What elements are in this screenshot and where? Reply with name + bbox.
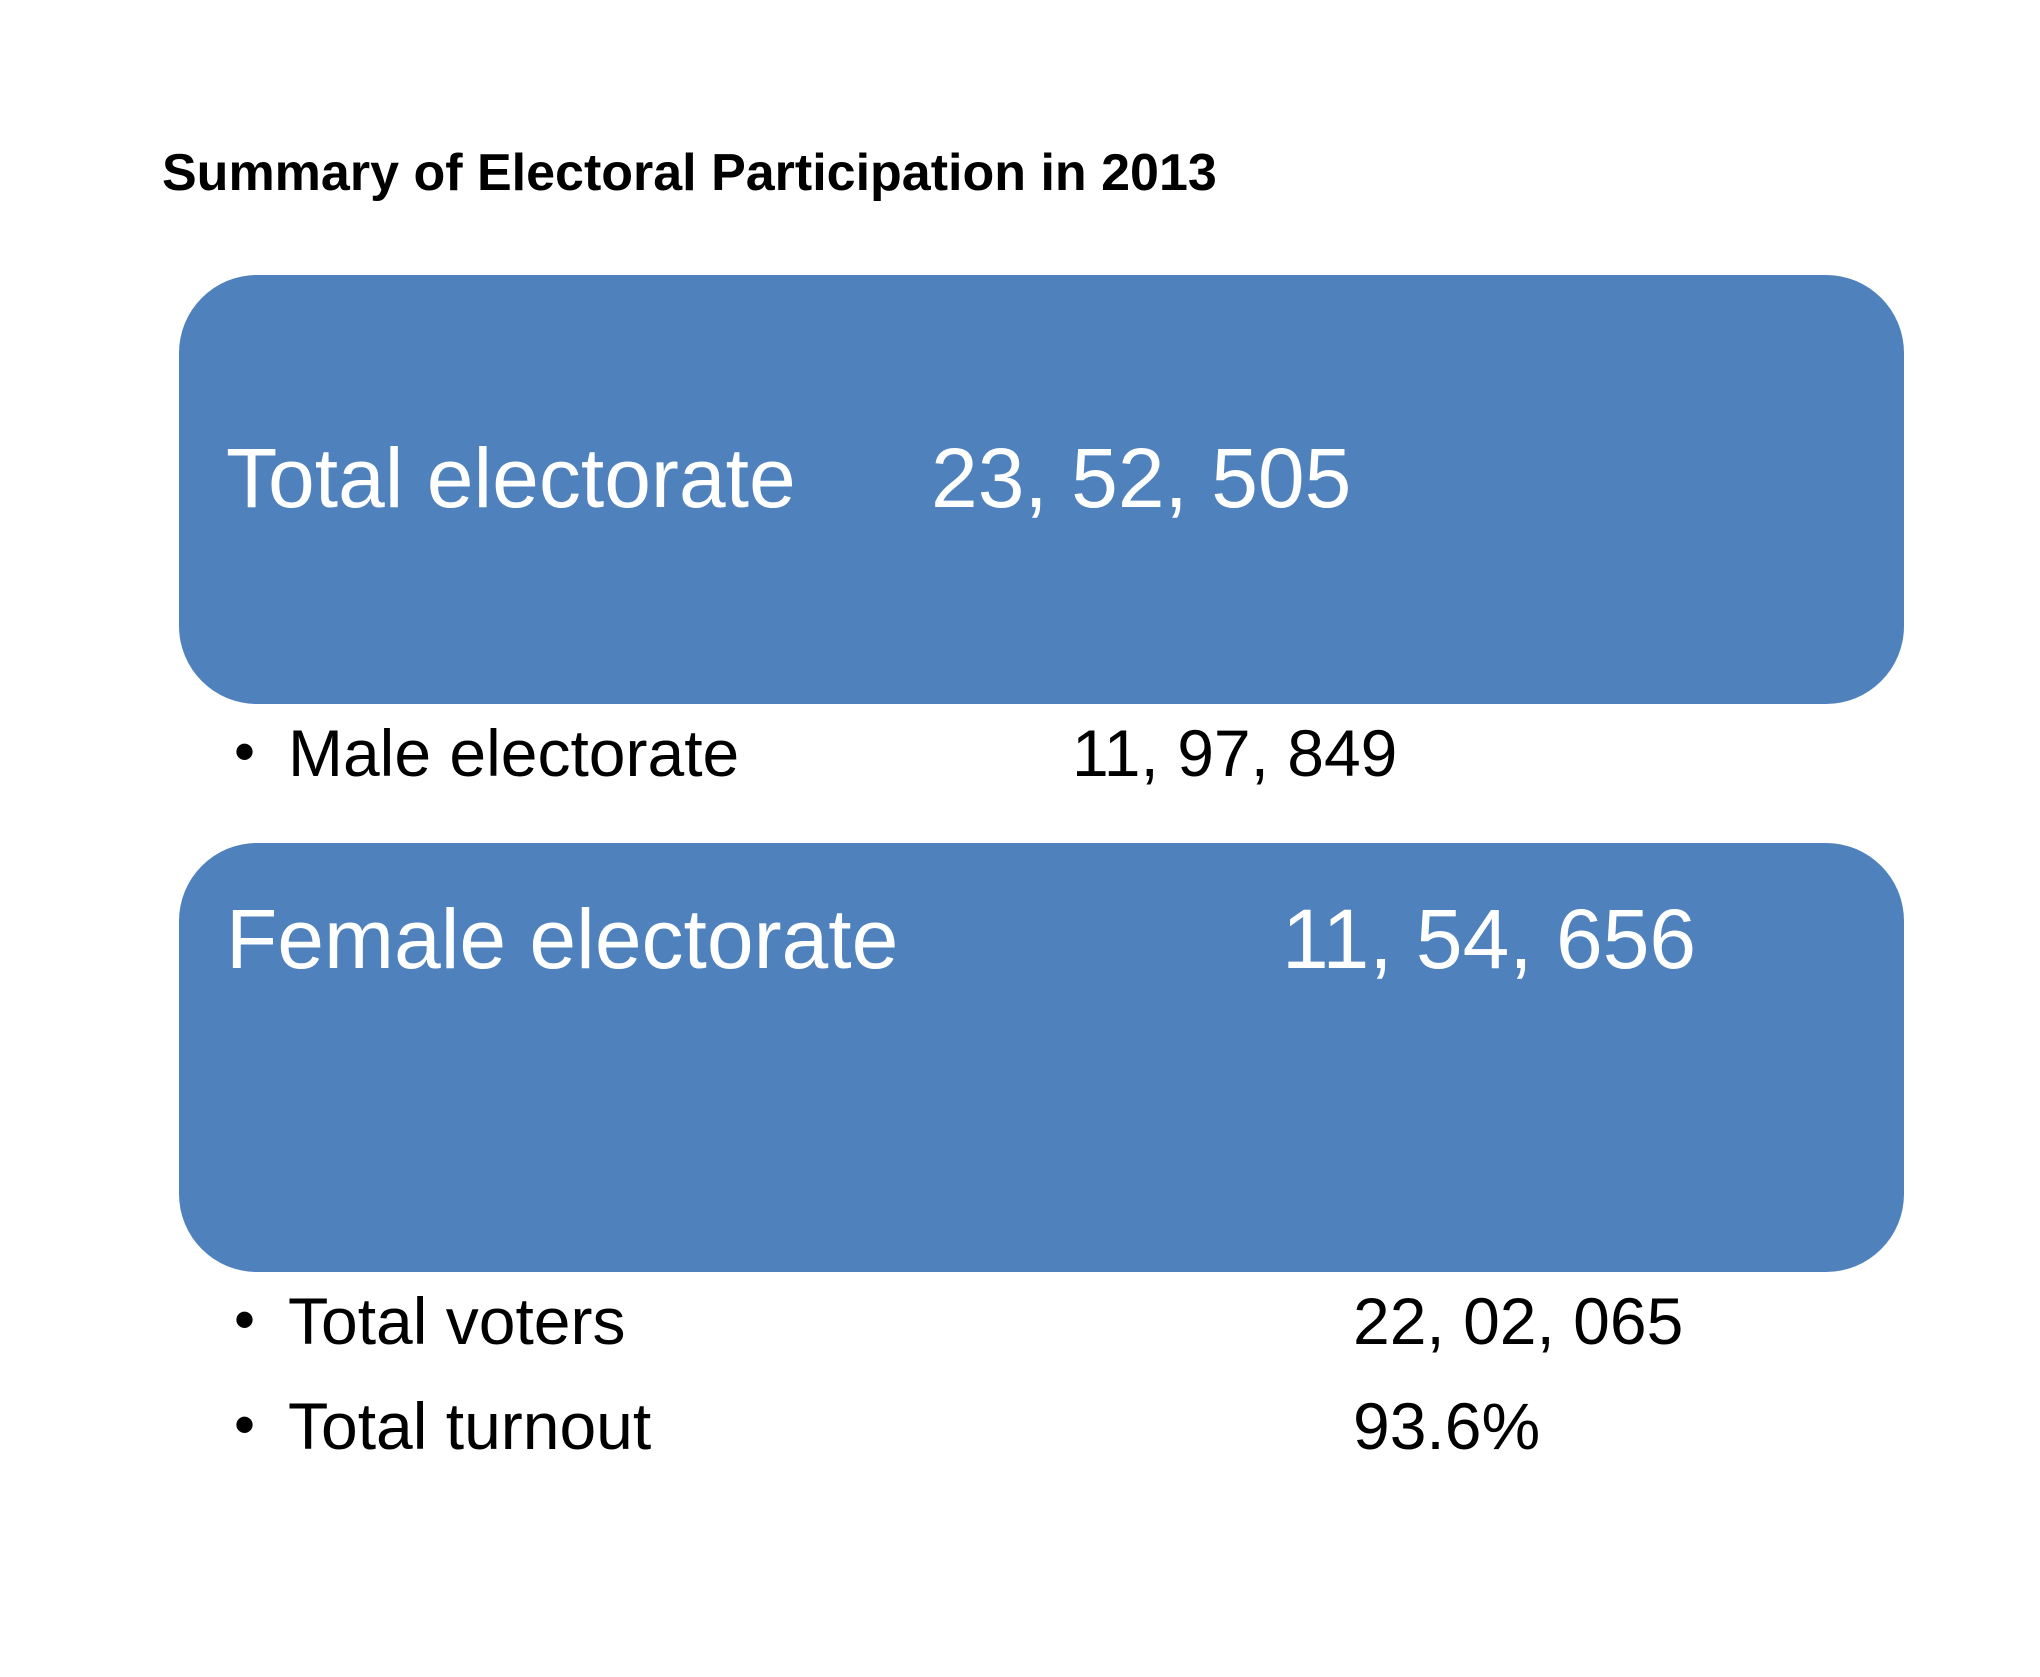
female-electorate-label: Female electorate — [226, 892, 899, 986]
male-electorate-value: 11, 97, 849 — [1072, 716, 1398, 790]
bullet-icon: • — [234, 1391, 256, 1458]
total-electorate-box — [179, 275, 1904, 704]
male-electorate-label: Male electorate — [288, 716, 740, 790]
total-voters-label: Total voters — [288, 1284, 626, 1358]
bullet-icon: • — [234, 718, 256, 785]
female-electorate-box — [179, 843, 1904, 1272]
total-turnout-value: 93.6% — [1353, 1389, 1541, 1463]
page-title: Summary of Electoral Participation in 20… — [162, 144, 1217, 202]
total-electorate-value: 23, 52, 505 — [931, 431, 1352, 525]
total-voters-value: 22, 02, 065 — [1353, 1284, 1684, 1358]
bullet-icon: • — [234, 1286, 256, 1353]
female-electorate-value: 11, 54, 656 — [1282, 892, 1697, 986]
total-electorate-label: Total electorate — [226, 431, 796, 525]
total-turnout-label: Total turnout — [288, 1389, 652, 1463]
